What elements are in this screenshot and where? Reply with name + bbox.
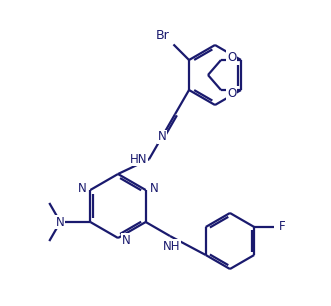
Text: N: N (56, 215, 65, 229)
Text: N: N (77, 181, 86, 195)
Text: O: O (227, 50, 236, 64)
Text: N: N (122, 233, 131, 247)
Text: F: F (279, 221, 286, 233)
Text: Br: Br (156, 29, 169, 43)
Text: N: N (158, 130, 166, 143)
Text: NH: NH (163, 240, 181, 253)
Text: N: N (150, 181, 159, 195)
Text: O: O (227, 87, 236, 99)
Text: HN: HN (129, 153, 147, 166)
